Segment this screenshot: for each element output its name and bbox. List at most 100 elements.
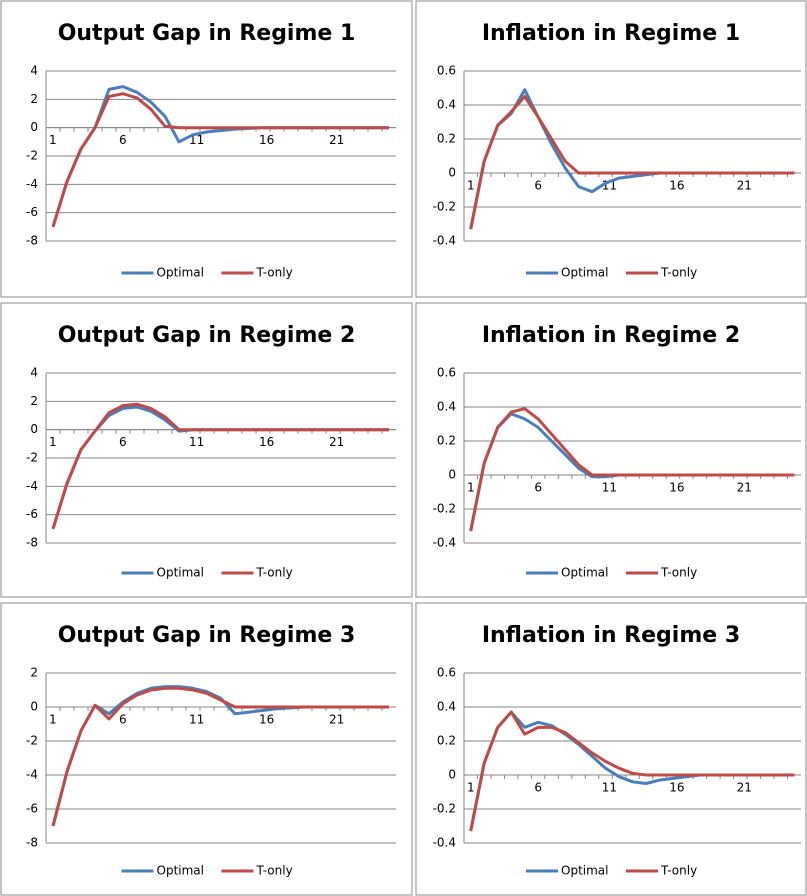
y-tick-label: -8 <box>26 536 38 550</box>
panel-border <box>0 0 413 298</box>
data-line <box>51 686 389 827</box>
y-tick-label: 0.4 <box>437 700 456 714</box>
x-tick-label: 6 <box>119 713 127 727</box>
y-tick-label: 0.2 <box>437 734 456 748</box>
legend-label: T-only <box>256 266 293 280</box>
legend-label: Optimal <box>157 566 204 580</box>
y-tick-label: 0 <box>448 768 456 782</box>
y-tick-label: -4 <box>26 177 38 191</box>
legend-label: T-only <box>660 266 697 280</box>
x-tick-label: 16 <box>669 781 684 795</box>
panel-border <box>415 302 807 598</box>
x-tick-label: 11 <box>189 713 204 727</box>
y-tick-label: 0.4 <box>437 98 456 112</box>
y-tick-label: 0.2 <box>437 132 456 146</box>
y-tick-label: 2 <box>30 92 38 106</box>
chart-panel: Inflation in Regime 2 -0.4 -0.2 0 0.2 0.4 0.6 1… <box>415 302 807 598</box>
y-tick-label: -0.4 <box>433 836 456 850</box>
x-tick-label: 21 <box>329 713 344 727</box>
data-line <box>469 710 795 832</box>
x-tick-label: 1 <box>467 179 475 193</box>
x-tick-label: 6 <box>534 179 542 193</box>
y-tick-label: -6 <box>26 205 38 219</box>
x-tick-label: 16 <box>259 435 274 449</box>
y-tick-label: 0 <box>448 468 456 482</box>
panel-border <box>415 602 807 896</box>
x-tick-label: 16 <box>259 133 274 147</box>
panel-border <box>0 302 413 598</box>
x-tick-label: 6 <box>534 481 542 495</box>
data-line <box>469 407 795 532</box>
legend-label: Optimal <box>561 864 608 878</box>
data-line <box>469 95 795 230</box>
chart-panel: Inflation in Regime 1 -0.4 -0.2 0 0.2 0.4 0.6 1… <box>415 0 807 298</box>
y-tick-label: -4 <box>26 479 38 493</box>
legend-label: Optimal <box>157 266 204 280</box>
x-tick-label: 1 <box>467 781 475 795</box>
x-tick-label: 6 <box>119 133 127 147</box>
y-tick-label: -2 <box>26 451 38 465</box>
y-tick-label: -0.2 <box>433 802 456 816</box>
y-tick-label: -2 <box>26 149 38 163</box>
x-tick-label: 11 <box>189 133 204 147</box>
x-tick-label: 1 <box>467 481 475 495</box>
y-tick-label: -8 <box>26 836 38 850</box>
x-tick-label: 11 <box>602 781 617 795</box>
y-tick-label: 0.4 <box>437 400 456 414</box>
chart-title: Inflation in Regime 3 <box>482 623 740 648</box>
y-tick-label: 0 <box>30 422 38 436</box>
y-tick-label: 2 <box>30 394 38 408</box>
x-tick-label: 16 <box>669 481 684 495</box>
y-tick-label: 0.6 <box>437 666 456 680</box>
y-tick-label: 0.2 <box>437 434 456 448</box>
x-tick-label: 16 <box>669 179 684 193</box>
x-tick-label: 1 <box>49 435 57 449</box>
chart-title: Output Gap in Regime 1 <box>58 21 356 46</box>
chart-title: Output Gap in Regime 3 <box>58 623 356 648</box>
y-tick-label: 0.6 <box>437 64 456 78</box>
x-tick-label: 6 <box>119 435 127 449</box>
chart-title: Inflation in Regime 2 <box>482 323 740 348</box>
x-tick-label: 6 <box>534 781 542 795</box>
data-line <box>51 92 389 228</box>
chart-panel: Inflation in Regime 3 -0.4 -0.2 0 0.2 0.4 0.6 1… <box>415 602 807 896</box>
x-tick-label: 21 <box>329 435 344 449</box>
x-tick-label: 1 <box>49 133 57 147</box>
legend-label: T-only <box>256 566 293 580</box>
y-tick-label: -0.2 <box>433 502 456 516</box>
x-tick-label: 1 <box>49 713 57 727</box>
chart-title: Output Gap in Regime 2 <box>58 323 356 348</box>
panel-border <box>415 0 807 298</box>
data-line <box>469 412 795 532</box>
y-tick-label: -0.4 <box>433 234 456 248</box>
y-tick-label: -4 <box>26 768 38 782</box>
chart-title: Inflation in Regime 1 <box>482 21 740 46</box>
y-tick-label: -0.2 <box>433 200 456 214</box>
y-tick-label: 0 <box>448 166 456 180</box>
y-tick-label: 0.6 <box>437 366 456 380</box>
y-tick-label: 0 <box>30 120 38 134</box>
panel-border <box>0 602 413 896</box>
y-tick-label: 4 <box>30 64 38 78</box>
x-tick-label: 16 <box>259 713 274 727</box>
legend-label: T-only <box>256 864 293 878</box>
x-tick-label: 21 <box>329 133 344 147</box>
y-tick-label: 4 <box>30 366 38 380</box>
data-line <box>469 88 795 230</box>
y-tick-label: -6 <box>26 507 38 521</box>
legend-label: Optimal <box>561 566 608 580</box>
x-tick-label: 21 <box>737 179 752 193</box>
x-tick-label: 21 <box>737 781 752 795</box>
x-tick-label: 11 <box>189 435 204 449</box>
legend-label: Optimal <box>157 864 204 878</box>
x-tick-label: 21 <box>737 481 752 495</box>
data-line <box>51 402 389 530</box>
y-tick-label: 0 <box>30 700 38 714</box>
data-line <box>51 405 389 530</box>
y-tick-label: -2 <box>26 734 38 748</box>
legend-label: T-only <box>660 566 697 580</box>
